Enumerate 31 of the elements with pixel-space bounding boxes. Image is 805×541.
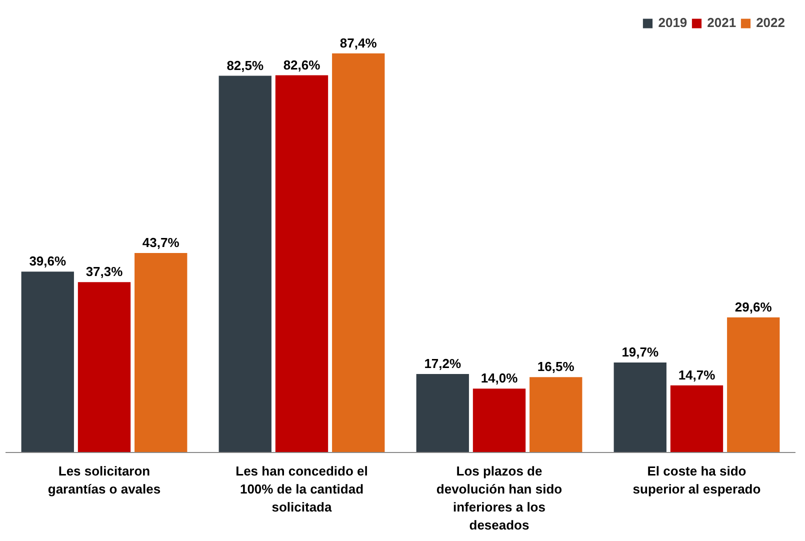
data-label: 17,2% <box>424 356 462 371</box>
bar <box>332 53 385 452</box>
x-tick-label: El coste ha sido superior al esperado <box>632 464 761 496</box>
x-tick-label: Los plazos de devolución han sido inferiores a los deseados <box>436 464 562 532</box>
bar <box>472 388 526 452</box>
legend-label: 2021 <box>707 15 736 30</box>
bar <box>670 385 724 452</box>
data-label: 14,0% <box>480 370 518 386</box>
bar <box>275 75 328 452</box>
bar <box>134 252 188 452</box>
data-label: 14,7% <box>678 367 716 382</box>
data-label: 16,5% <box>537 359 575 374</box>
x-tick-label: Les solicitaron garantías o avales <box>48 464 161 496</box>
data-label: 37,3% <box>86 264 124 280</box>
data-label: 87,4% <box>340 35 378 50</box>
bar <box>218 76 272 452</box>
data-label: 43,7% <box>142 234 180 250</box>
bar <box>727 317 780 452</box>
data-label: 39,6% <box>29 254 67 269</box>
data-label: 29,6% <box>734 299 772 314</box>
bar <box>530 377 582 452</box>
legend-label: 2022 <box>756 15 785 30</box>
data-label: 82,5% <box>226 58 264 73</box>
bar <box>416 374 469 452</box>
bar <box>21 272 74 452</box>
x-tick-label: Les han concedido el 100% de la cantidad solicitada <box>236 464 368 514</box>
bar <box>78 282 131 452</box>
legend-label: 2019 <box>658 15 688 30</box>
bar <box>614 362 666 452</box>
data-label: 19,7% <box>622 344 660 360</box>
data-label: 82,6% <box>283 57 321 72</box>
